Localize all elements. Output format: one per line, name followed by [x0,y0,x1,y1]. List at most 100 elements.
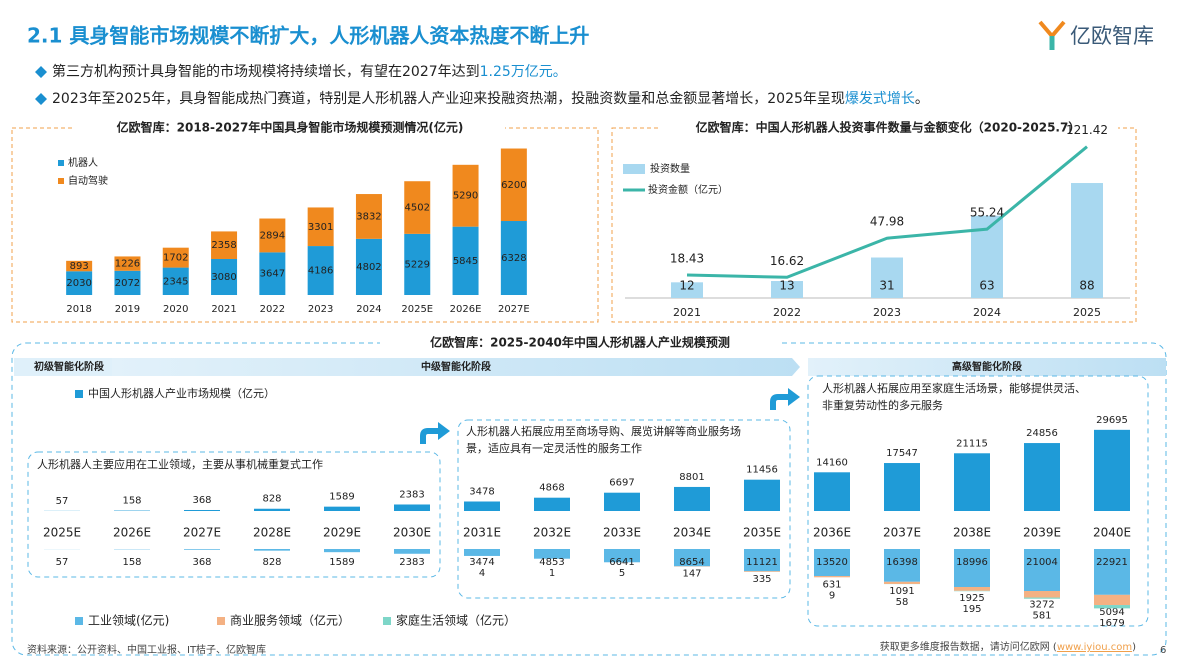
x-tick-label: 2038E [953,526,991,540]
x-tick-label: 2033E [603,526,641,540]
value-label: 828 [262,557,281,568]
value-label: 195 [962,604,981,615]
footer-note: 获取更多维度报告数据，请访问亿欧网 (www.iyiou.com) [880,640,1136,653]
value-label: 5845 [453,256,478,267]
bar [452,226,479,295]
value-label: 6200 [501,180,526,191]
x-tick-label: 2021 [673,306,701,319]
value-label: 1091 [889,586,914,597]
value-label: 11456 [746,465,778,476]
bullet: 第三方机构预计具身智能的市场规模将持续增长，有望在2027年达到1.25万亿元。 [52,63,567,80]
bar [604,549,640,563]
value-label: 12 [679,279,694,293]
bar [394,549,430,554]
value-label: 5290 [453,191,478,202]
value-label: 631 [822,579,841,590]
x-tick-label: 2035E [743,526,781,540]
footer-text: ) [1132,642,1136,653]
chart-title: 亿欧智库：中国人形机器人投资事件数量与金额变化（2020-2025.7） [696,120,1081,135]
footer-url[interactable]: www.iyiou.com [1057,642,1132,653]
legend-swatch [217,617,225,625]
value-label: 8801 [679,472,704,483]
bar [162,267,189,295]
stage-label: 高级智能化阶段 [952,360,1022,373]
value-label: 11121 [746,557,778,568]
bar [307,207,334,247]
stage-description: 非重复劳动性的多元服务 [822,398,943,412]
bullet-text: 。 [915,91,929,107]
chart-title: 亿欧智库：2018-2027年中国具身智能市场规模预测情况(亿元) [117,120,464,135]
x-tick-label: 2030E [393,526,431,540]
value-label: 21004 [1026,557,1058,568]
bar [674,486,710,511]
x-tick-label: 2028E [253,526,291,540]
bar [500,221,527,295]
bullet: 2023年至2025年，具身智能成热门赛道，特别是人形机器人产业迎来投融资热潮，… [52,91,929,107]
x-tick-label: 2019 [115,304,140,315]
value-label: 158 [122,557,141,568]
value-label: 63 [979,279,994,293]
line [686,145,1088,279]
bar [1094,605,1130,609]
value-label: 57 [56,496,69,507]
stage-box [27,451,441,578]
bar [1071,183,1103,298]
x-tick-label: 2027E [498,304,530,315]
bullet-highlight: 1.25万亿元。 [480,64,567,80]
stage-label: 初级智能化阶段 [34,360,104,373]
value-label: 4853 [539,557,564,568]
bar [162,247,189,268]
legend-swatch [58,178,64,184]
value-label: 2030 [66,278,91,289]
legend-label: 投资数量 [650,162,690,175]
bar [814,549,850,577]
bullet-highlight: 爆发式增长 [845,91,915,107]
bar [404,181,431,234]
value-label: 29695 [1096,415,1128,426]
bar [954,549,990,587]
x-tick-label: 2037E [883,526,921,540]
value-label: 16.62 [770,254,804,268]
value-label: 147 [682,569,701,580]
value-label: 9 [829,590,835,601]
bar [671,282,703,298]
x-tick-label: 2023 [873,306,901,319]
legend-label: 投资金额（亿元） [648,183,728,196]
value-label: 1589 [329,492,354,503]
value-label: 1226 [115,259,140,270]
value-label: 18.43 [670,252,704,266]
value-label: 6641 [609,557,634,568]
value-label: 31 [879,279,894,293]
bar [884,463,920,511]
arrow-icon [420,422,450,444]
source: 资料来源：公开资料、中国工业报、IT桔子、亿欧智库 [27,643,266,656]
value-label: 2072 [115,278,140,289]
bar [604,492,640,511]
value-label: 3080 [211,272,236,283]
bar [355,238,382,295]
bullet-text: 第三方机构预计具身智能的市场规模将持续增长，有望在2027年达到 [52,63,480,80]
bar [184,509,220,511]
legend-label: 商业服务领域（亿元） [230,613,350,628]
footer-text: 获取更多维度报告数据，请访问亿欧网 ( [880,640,1057,653]
value-label: 1925 [959,593,984,604]
value-label: 828 [262,494,281,505]
stage-description: 人形机器人拓展应用至家庭生活场景，能够提供灵活、 [822,381,1086,395]
legend-label: 中国人形机器人产业市场规模（亿元） [88,386,275,400]
value-label: 368 [192,495,211,506]
x-tick-label: 2022 [260,304,285,315]
stage-box [807,375,1149,627]
bar [464,501,500,511]
value-label: 2894 [260,230,285,241]
value-label: 88 [1079,279,1094,293]
title-bg [660,119,1118,137]
x-tick-label: 2026E [450,304,482,315]
value-label: 2345 [163,276,188,287]
value-label: 893 [70,261,89,272]
bar [534,497,570,511]
bar [771,281,803,298]
value-label: 1679 [1099,618,1124,629]
bar [744,571,780,572]
bar [1094,549,1130,595]
